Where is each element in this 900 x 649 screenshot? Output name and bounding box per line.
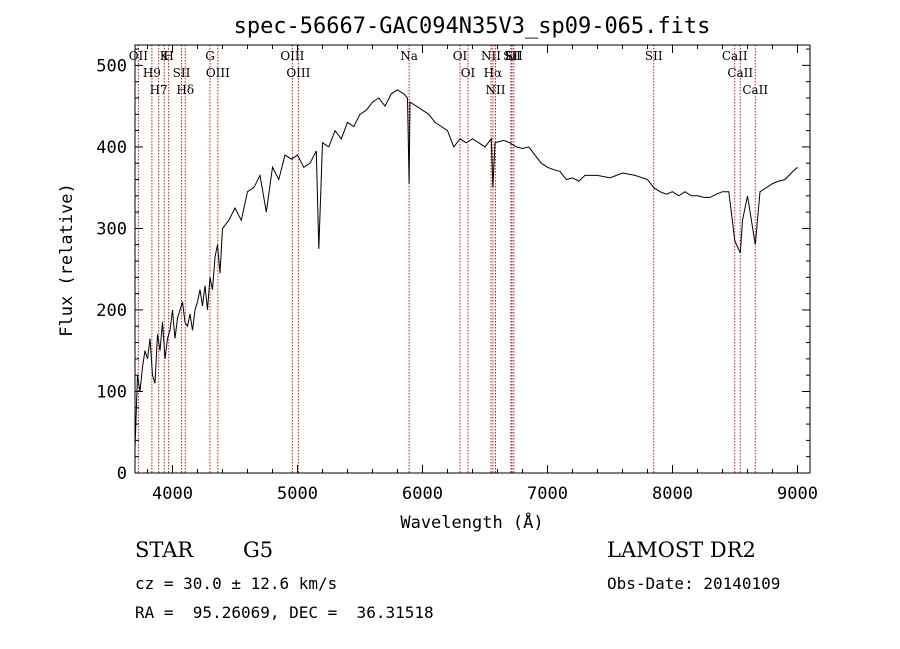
marker-label: OII (129, 49, 149, 63)
x-tick-label: 5000 (277, 484, 318, 504)
series-layer (134, 89, 798, 449)
marker-label: SII (505, 49, 523, 63)
marker-label: SII (645, 49, 663, 63)
object-class: STAR (135, 538, 194, 562)
marker-label: CaII (727, 66, 753, 80)
x-tick-label: 8000 (652, 484, 693, 504)
marker-label: Na (400, 49, 418, 63)
marker-label: G (205, 49, 215, 63)
marker-label: K (160, 49, 170, 63)
y-tick-label: 200 (96, 301, 127, 321)
x-tick-label: 6000 (402, 484, 443, 504)
marker-label: NII (481, 49, 501, 63)
marker-label: Hδ (176, 83, 194, 97)
y-axis: 0 100 200 300 400 500 (96, 48, 810, 484)
marker-label: Hα (484, 66, 503, 80)
marker-label: CaII (742, 83, 768, 97)
marker-label: OI (461, 66, 476, 80)
y-tick-label: 400 (96, 138, 127, 158)
x-axis: 4000 5000 6000 7000 8000 9000 (147, 45, 818, 504)
x-axis-label: Wavelength (Å) (400, 511, 543, 533)
spectrum-line (134, 89, 798, 449)
x-tick-label: 7000 (527, 484, 568, 504)
marker-label: H9 (143, 66, 161, 80)
y-axis-label: Flux (relative) (57, 183, 77, 337)
marker-label: Li (505, 49, 517, 63)
redshift-text: cz = 30.0 ± 12.6 km/s (135, 574, 338, 593)
chart-title: spec-56667-GAC094N35V3_sp09-065.fits (234, 14, 711, 39)
marker-label: OI (453, 49, 468, 63)
marker-label: H (163, 49, 173, 63)
coordinates-text: RA = 95.26069, DEC = 36.31518 (135, 603, 434, 622)
marker-label: H7 (150, 83, 168, 97)
y-tick-label: 0 (117, 464, 127, 484)
y-tick-label: 300 (96, 219, 127, 239)
survey-name: LAMOST DR2 (607, 538, 756, 562)
marker-label: OIII (286, 66, 310, 80)
marker-label: OIII (280, 49, 304, 63)
marker-label: CaII (722, 49, 748, 63)
y-tick-label: 100 (96, 382, 127, 402)
x-tick-label: 9000 (777, 484, 818, 504)
x-tick-label: 4000 (152, 484, 193, 504)
obs-date-text: Obs-Date: 20140109 (607, 574, 781, 593)
marker-label: OIII (206, 66, 230, 80)
marker-label: SII (173, 66, 191, 80)
spectral-subclass: G5 (243, 538, 274, 562)
marker-label: NII (486, 83, 506, 97)
marker-label: SII (503, 49, 521, 63)
plot-frame (134, 44, 811, 474)
y-tick-label: 500 (96, 56, 127, 76)
